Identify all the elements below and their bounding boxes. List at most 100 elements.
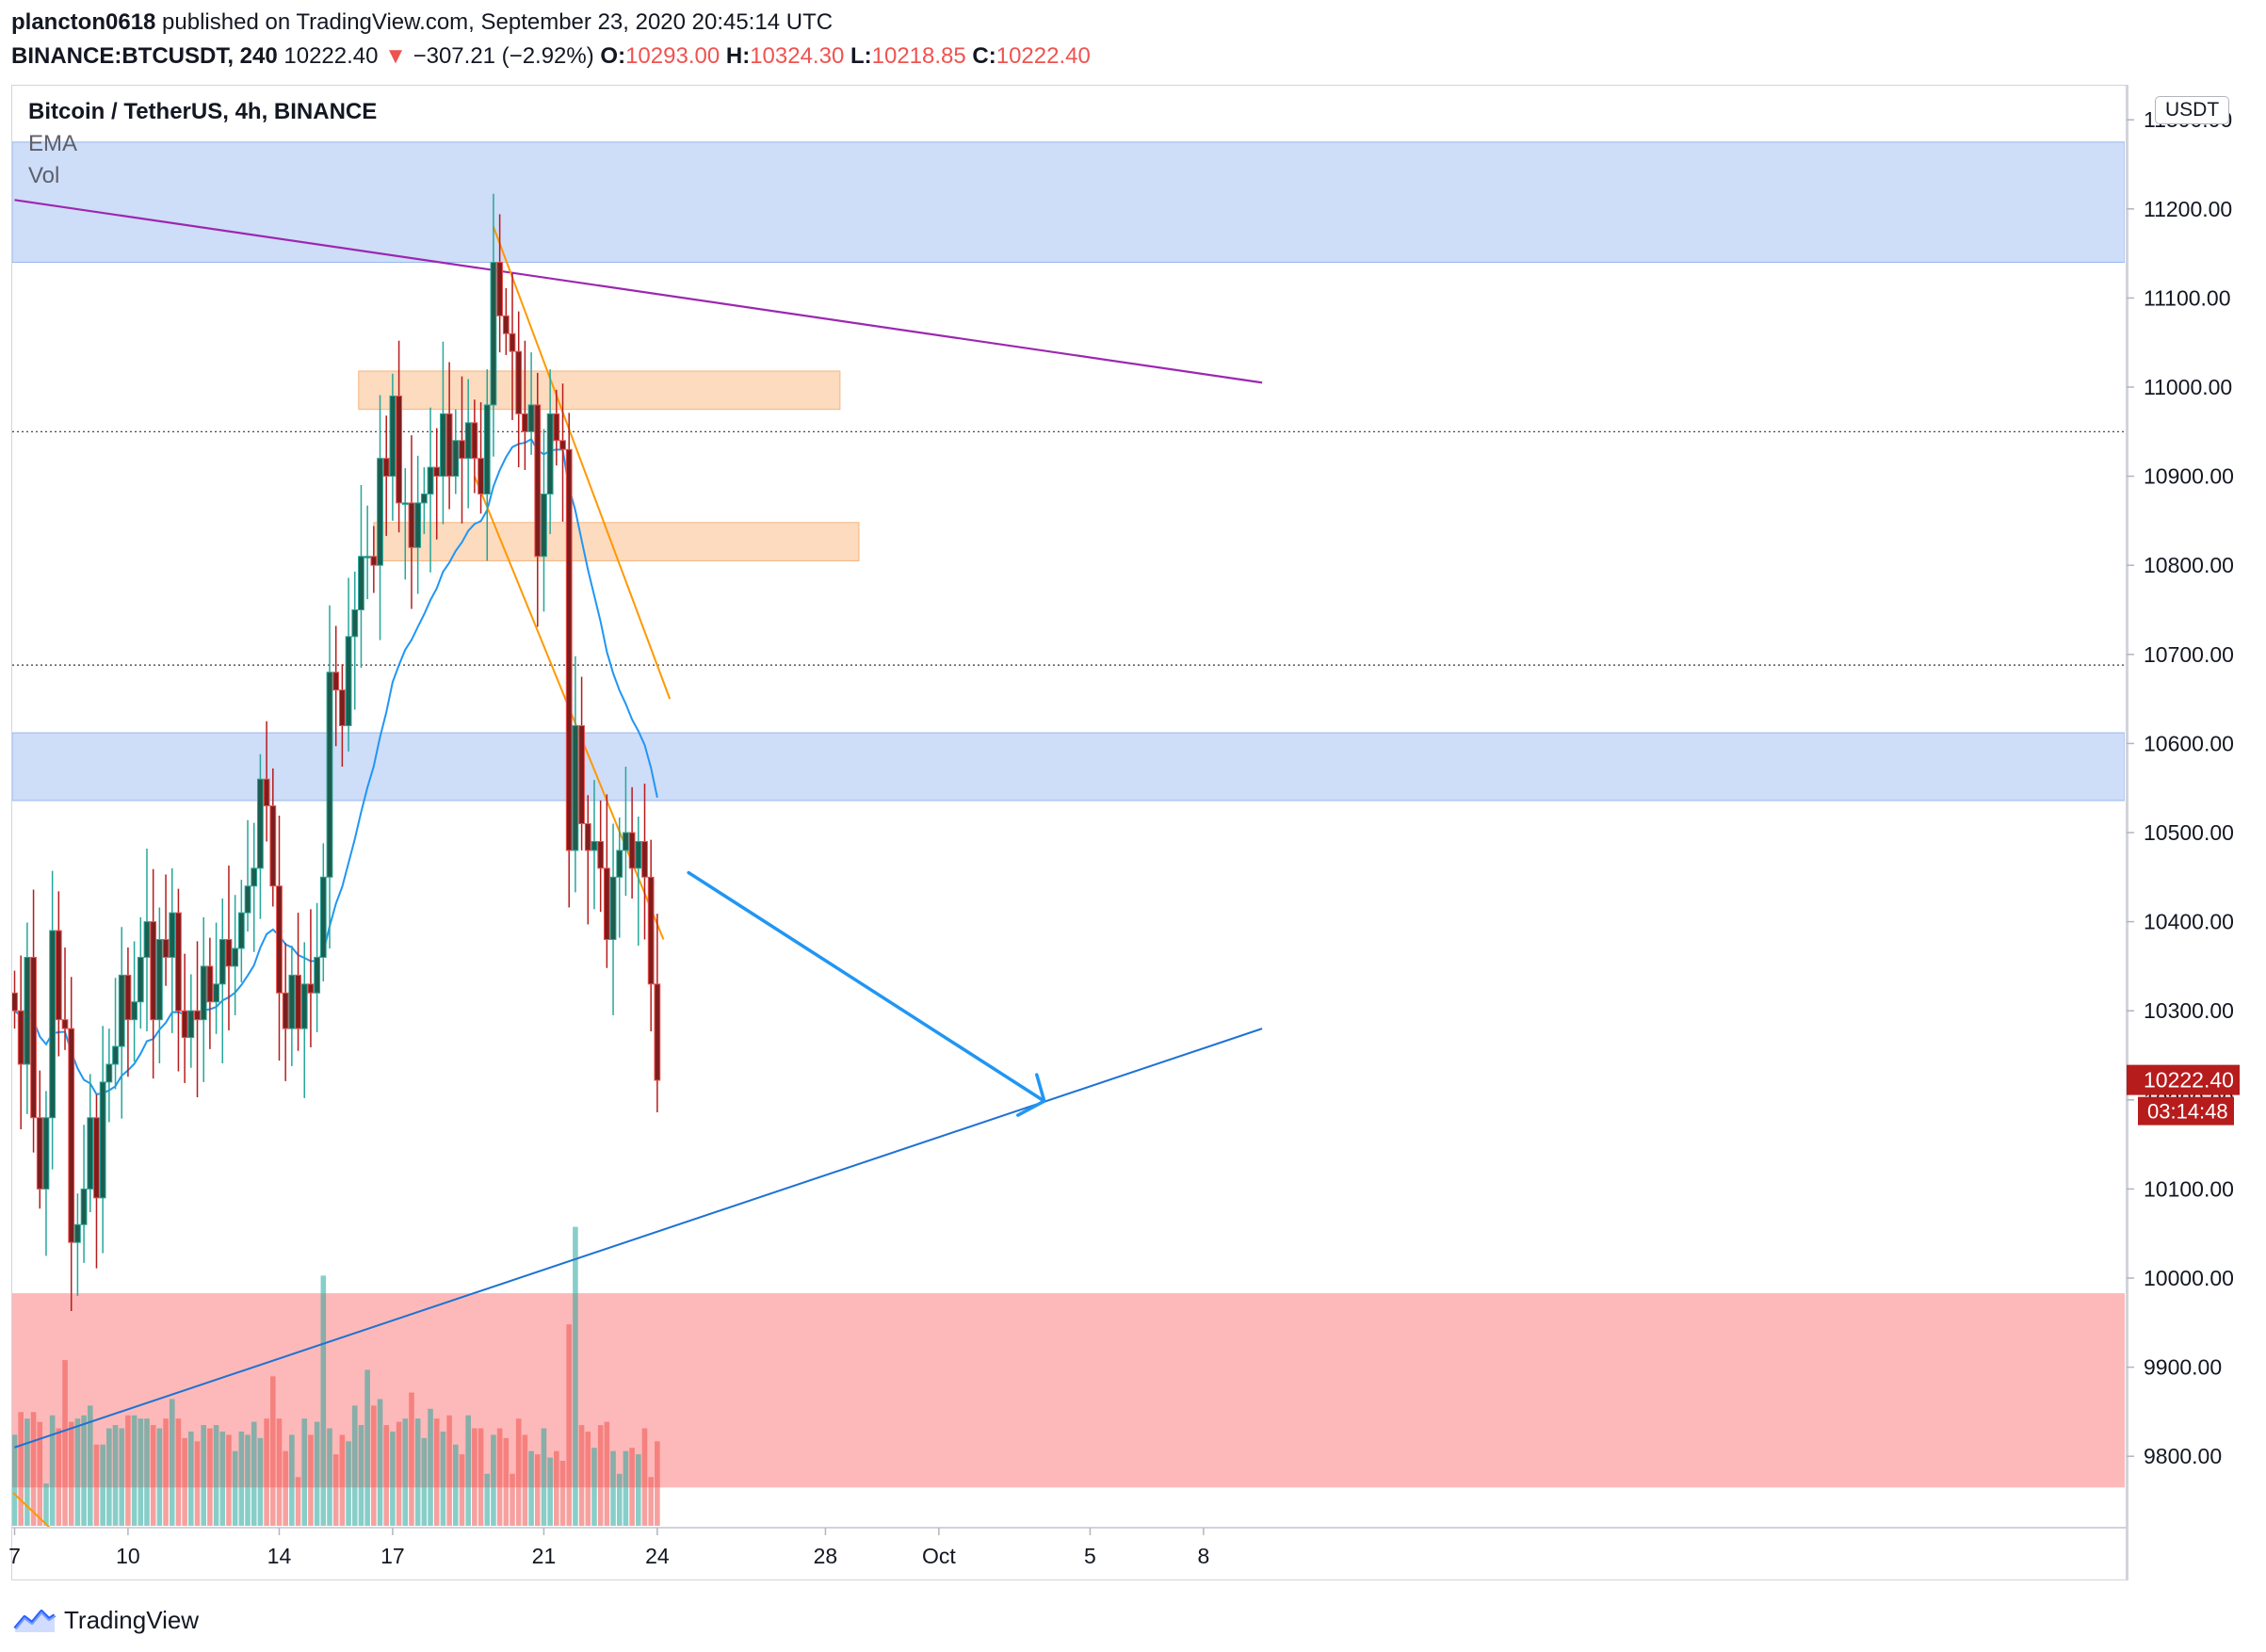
- candle-body[interactable]: [345, 636, 352, 726]
- resistance-trendline[interactable]: [14, 199, 1263, 384]
- candle-body[interactable]: [464, 422, 472, 460]
- candle-body[interactable]: [314, 956, 321, 994]
- candle-body[interactable]: [68, 1028, 75, 1243]
- candle-body[interactable]: [382, 458, 390, 478]
- price-axis[interactable]: 9800.009900.0010000.0010100.0010200.0010…: [2127, 107, 2234, 1468]
- candle-body[interactable]: [591, 840, 598, 851]
- legend-vol[interactable]: Vol: [28, 163, 60, 188]
- candle-body[interactable]: [237, 912, 245, 949]
- candle-body[interactable]: [269, 805, 277, 887]
- legend-ema[interactable]: EMA: [28, 131, 78, 156]
- candle-body[interactable]: [351, 609, 359, 638]
- candle-body[interactable]: [295, 974, 301, 1029]
- candle-body[interactable]: [288, 974, 296, 1029]
- candle-body[interactable]: [515, 350, 523, 414]
- candle-body[interactable]: [93, 1117, 100, 1199]
- candle-body[interactable]: [150, 921, 157, 1021]
- candle-body[interactable]: [396, 395, 402, 504]
- candle-body[interactable]: [603, 867, 610, 941]
- candle-body[interactable]: [597, 840, 605, 869]
- candle-body[interactable]: [124, 974, 132, 1021]
- candle-body[interactable]: [61, 1019, 69, 1029]
- candle-body[interactable]: [175, 912, 182, 1012]
- candle-body[interactable]: [17, 1010, 24, 1065]
- candle-body[interactable]: [30, 956, 37, 1119]
- candle-body[interactable]: [55, 930, 62, 1021]
- channel-line-extension[interactable]: [12, 1492, 53, 1531]
- candle-body[interactable]: [445, 413, 453, 478]
- candle-body[interactable]: [319, 876, 327, 958]
- price-chart[interactable]: 9800.009900.0010000.0010100.0010200.0010…: [0, 0, 2266, 1601]
- candle-body[interactable]: [370, 556, 378, 566]
- blue-zone-2[interactable]: [12, 732, 2125, 802]
- candle-body[interactable]: [440, 413, 446, 478]
- candle-body[interactable]: [459, 440, 465, 460]
- candle-body[interactable]: [99, 1081, 106, 1199]
- candle-body[interactable]: [276, 885, 283, 994]
- candle-body[interactable]: [87, 1117, 94, 1190]
- candle-body[interactable]: [282, 992, 289, 1029]
- last-price-tag[interactable]: [2127, 1064, 2240, 1095]
- candle-body[interactable]: [641, 840, 648, 878]
- candle-body[interactable]: [427, 466, 434, 495]
- candle-body[interactable]: [534, 404, 542, 558]
- candle-body[interactable]: [483, 404, 491, 495]
- candle-body[interactable]: [206, 965, 214, 1003]
- support-trendline[interactable]: [14, 1028, 1263, 1449]
- candle-body[interactable]: [521, 413, 528, 432]
- candle-body[interactable]: [251, 867, 258, 887]
- candle-body[interactable]: [80, 1188, 88, 1225]
- candle-body[interactable]: [194, 1010, 201, 1021]
- candle-body[interactable]: [471, 422, 478, 460]
- candle-body[interactable]: [364, 556, 371, 559]
- candle-body[interactable]: [647, 876, 655, 985]
- candle-body[interactable]: [477, 458, 484, 495]
- blue-zone-1[interactable]: [12, 141, 2125, 264]
- orange-zone-1[interactable]: [358, 370, 841, 411]
- candle-body[interactable]: [36, 1117, 43, 1190]
- candle-body[interactable]: [358, 556, 364, 610]
- candle-body[interactable]: [408, 502, 415, 548]
- candle-body[interactable]: [572, 724, 579, 851]
- candle-body[interactable]: [565, 448, 573, 851]
- candle-body[interactable]: [420, 494, 428, 504]
- candle-body[interactable]: [490, 262, 497, 406]
- candle-body[interactable]: [401, 502, 409, 505]
- candle-body[interactable]: [546, 413, 554, 495]
- candle-body[interactable]: [623, 832, 629, 851]
- candle-body[interactable]: [338, 689, 346, 726]
- candle-body[interactable]: [635, 840, 642, 869]
- channel-line-1[interactable]: [493, 226, 672, 700]
- candle-body[interactable]: [118, 974, 125, 1047]
- candle-body[interactable]: [219, 939, 226, 985]
- candle-body[interactable]: [654, 983, 661, 1081]
- candle-body[interactable]: [541, 494, 547, 558]
- candle-body[interactable]: [105, 1063, 113, 1083]
- time-axis[interactable]: 7 10 14 17 21 24 28 Oct 5 8: [8, 1528, 1209, 1568]
- currency-button[interactable]: USDT: [2155, 96, 2230, 124]
- candle-body[interactable]: [143, 921, 151, 958]
- candle-body[interactable]: [389, 395, 397, 478]
- candle-body[interactable]: [112, 1045, 119, 1065]
- candle-body[interactable]: [509, 332, 516, 352]
- candle-body[interactable]: [300, 983, 308, 1029]
- candle-body[interactable]: [12, 992, 18, 1012]
- candle-body[interactable]: [225, 939, 233, 967]
- candle-body[interactable]: [162, 939, 170, 958]
- candle-body[interactable]: [377, 458, 383, 566]
- candle-body[interactable]: [628, 832, 636, 869]
- candle-body[interactable]: [609, 876, 617, 941]
- candle-body[interactable]: [452, 440, 460, 478]
- candle-body[interactable]: [414, 502, 422, 548]
- candle-body[interactable]: [502, 315, 510, 334]
- candle-body[interactable]: [332, 672, 340, 691]
- candle-body[interactable]: [553, 413, 560, 442]
- candle-body[interactable]: [307, 983, 315, 994]
- candle-body[interactable]: [155, 939, 163, 1021]
- candle-body[interactable]: [137, 956, 144, 1003]
- tradingview-brand[interactable]: TradingView: [64, 1605, 200, 1634]
- candle-body[interactable]: [232, 947, 239, 967]
- author-link[interactable]: plancton0618: [11, 9, 156, 35]
- candle-body[interactable]: [200, 965, 207, 1021]
- candle-body[interactable]: [263, 778, 270, 807]
